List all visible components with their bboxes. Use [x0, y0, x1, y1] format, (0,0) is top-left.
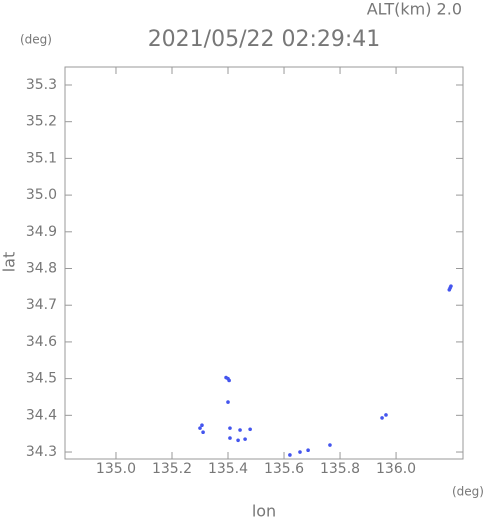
- y-tick-label: 34.9: [26, 224, 57, 240]
- point: [198, 426, 202, 430]
- point: [380, 416, 384, 420]
- y-tick-label: 35.2: [26, 114, 57, 130]
- y-tick-label: 34.5: [26, 371, 57, 387]
- point: [243, 437, 247, 441]
- point: [449, 284, 453, 288]
- point: [447, 287, 452, 292]
- x-tick-label: 135.2: [152, 461, 192, 477]
- chart-title: 2021/05/22 02:29:41: [148, 27, 381, 52]
- point: [288, 453, 292, 457]
- point: [238, 428, 242, 432]
- point: [224, 375, 228, 380]
- y-tick-label: 34.8: [26, 261, 57, 277]
- y-axis-label: lat: [0, 252, 19, 273]
- point: [201, 430, 205, 435]
- point: [200, 423, 204, 428]
- y-tick-label: 34.6: [26, 334, 57, 350]
- point: [248, 427, 252, 432]
- point: [306, 448, 310, 452]
- plot-frame: [64, 66, 464, 460]
- y-tick-label: 35.1: [26, 150, 57, 166]
- point: [298, 450, 302, 454]
- y-tick-label: 34.4: [26, 407, 57, 423]
- x-tick-label: 135.4: [208, 461, 248, 477]
- x-unit: (deg): [452, 485, 484, 499]
- x-tick-label: 136.0: [376, 461, 416, 477]
- point: [228, 436, 232, 440]
- point: [227, 378, 231, 383]
- y-tick-label: 35.0: [26, 187, 57, 203]
- point: [228, 426, 232, 430]
- chart-subtitle: ALT(km) 2.0: [367, 0, 462, 19]
- y-tick-label: 35.3: [26, 77, 57, 93]
- y-unit: (deg): [20, 33, 52, 47]
- x-tick-label: 135.8: [320, 461, 360, 477]
- x-tick-label: 135.0: [96, 461, 136, 477]
- y-tick-label: 34.3: [26, 444, 57, 460]
- point: [384, 413, 388, 417]
- x-axis-label: lon: [252, 502, 276, 521]
- x-tick-label: 135.6: [264, 461, 304, 477]
- point: [236, 438, 240, 443]
- point: [328, 443, 332, 447]
- y-tick-label: 34.7: [26, 297, 57, 313]
- point: [226, 400, 230, 404]
